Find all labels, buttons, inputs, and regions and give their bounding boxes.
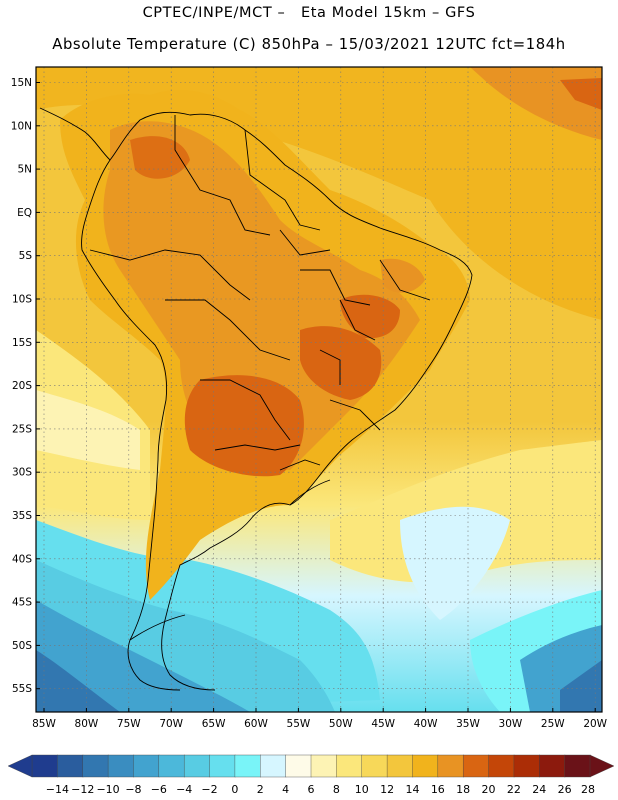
colorbar-label: −14 [46, 783, 69, 796]
lat-label: 35S [12, 510, 32, 522]
lat-label: 30S [12, 467, 32, 479]
map-frame [35, 66, 603, 713]
colorbar-swatch [57, 754, 84, 778]
lat-label: 10N [11, 120, 32, 132]
colorbar-label: 26 [558, 783, 572, 796]
lat-ticks [36, 82, 40, 690]
colorbar-label: 0 [231, 783, 238, 796]
lat-axis: 15N 10N 5N EQ 5S 10S 15S 20S 25S 30S 35S… [11, 77, 33, 695]
lat-label: 25S [12, 423, 32, 435]
lon-label: 80W [75, 718, 99, 730]
colorbar-swatch [209, 754, 236, 778]
lon-label: 50W [329, 718, 353, 730]
colorbar-label: 28 [581, 783, 595, 796]
colorbar-label: −8 [125, 783, 141, 796]
colorbar-swatch [386, 754, 414, 778]
colorbar-swatch [183, 754, 211, 778]
colorbar-label: −2 [201, 783, 217, 796]
colorbar-swatch [488, 754, 515, 778]
colorbar-label: 4 [282, 783, 289, 796]
colorbar-swatch [462, 754, 490, 778]
lat-label: 15S [12, 337, 32, 349]
colorbar-swatch [82, 754, 109, 778]
coastline-borders [39, 107, 473, 691]
lon-axis: 85W 80W 75W 70W 65W 60W 55W 50W 45W 40W … [32, 718, 608, 730]
colorbar-label: 6 [308, 783, 315, 796]
colorbar-label: −10 [96, 783, 119, 796]
colorbar-label: 14 [405, 783, 419, 796]
lat-label: 5N [17, 164, 32, 176]
lat-label: 40S [12, 553, 32, 565]
colorbar-label: 22 [507, 783, 521, 796]
colorbar-swatch [539, 754, 566, 778]
lon-label: 20W [583, 718, 607, 730]
colorbar-label: 12 [380, 783, 394, 796]
colorbar-swatch [158, 754, 185, 778]
colorbar-label: 2 [257, 783, 264, 796]
colorbar-swatch [31, 754, 58, 778]
colorbar-swatch [107, 754, 135, 778]
lon-label: 65W [202, 718, 226, 730]
lon-label: 35W [456, 718, 480, 730]
colorbar-swatch [513, 754, 540, 778]
lat-label: 50S [12, 640, 32, 652]
lon-label: 85W [32, 718, 56, 730]
lat-label: EQ [17, 207, 32, 219]
colorbar-swatch [361, 754, 388, 778]
colorbar-label: −12 [71, 783, 94, 796]
colorbar-label: −4 [176, 783, 192, 796]
colorbar-swatch [437, 754, 464, 778]
chart-title-line2: Absolute Temperature (C) 850hPa – 15/03/… [52, 36, 566, 53]
colorbar-label: 24 [532, 783, 546, 796]
lat-label: 15N [11, 77, 32, 89]
colorbar-swatch [564, 754, 591, 778]
lon-label: 25W [541, 718, 565, 730]
colorbar-swatch [412, 754, 439, 778]
colorbar-swatch [285, 754, 312, 778]
lon-label: 55W [287, 718, 311, 730]
chart-title-line1: CPTEC/INPE/MCT – Eta Model 15km – GFS [142, 5, 476, 21]
lon-ticks [43, 708, 596, 712]
colorbar-high-arrow [589, 754, 615, 778]
colorbar-swatch [336, 754, 363, 778]
colorbar-label: 16 [431, 783, 445, 796]
colorbar-label: 20 [482, 783, 496, 796]
colorbar-label: 8 [333, 783, 340, 796]
lat-label: 20S [12, 380, 32, 392]
lon-label: 60W [244, 718, 268, 730]
temperature-field [36, 67, 602, 712]
lat-label: 5S [19, 250, 33, 262]
lat-label: 55S [12, 683, 32, 695]
colorbar-low-arrow [7, 754, 33, 778]
lat-label: 45S [12, 597, 32, 609]
colorbar-swatch [133, 754, 160, 778]
colorbar-swatch [234, 754, 261, 778]
lon-label: 40W [414, 718, 438, 730]
lon-label: 70W [159, 718, 183, 730]
lon-label: 30W [499, 718, 523, 730]
colorbar-label: 18 [456, 783, 470, 796]
colorbar-swatch [310, 754, 337, 778]
colorbar-label: −6 [151, 783, 167, 796]
colorbar-swatch [260, 754, 287, 778]
colorbar-label: 10 [355, 783, 369, 796]
lon-label: 75W [117, 718, 141, 730]
lat-label: 10S [12, 294, 32, 306]
lon-label: 45W [371, 718, 395, 730]
color-scale-bar: −14 −12 −10 −8 −6 −4 −2 0 2 4 6 8 10 12 14 16 18 20 22 24 26… [7, 754, 615, 796]
